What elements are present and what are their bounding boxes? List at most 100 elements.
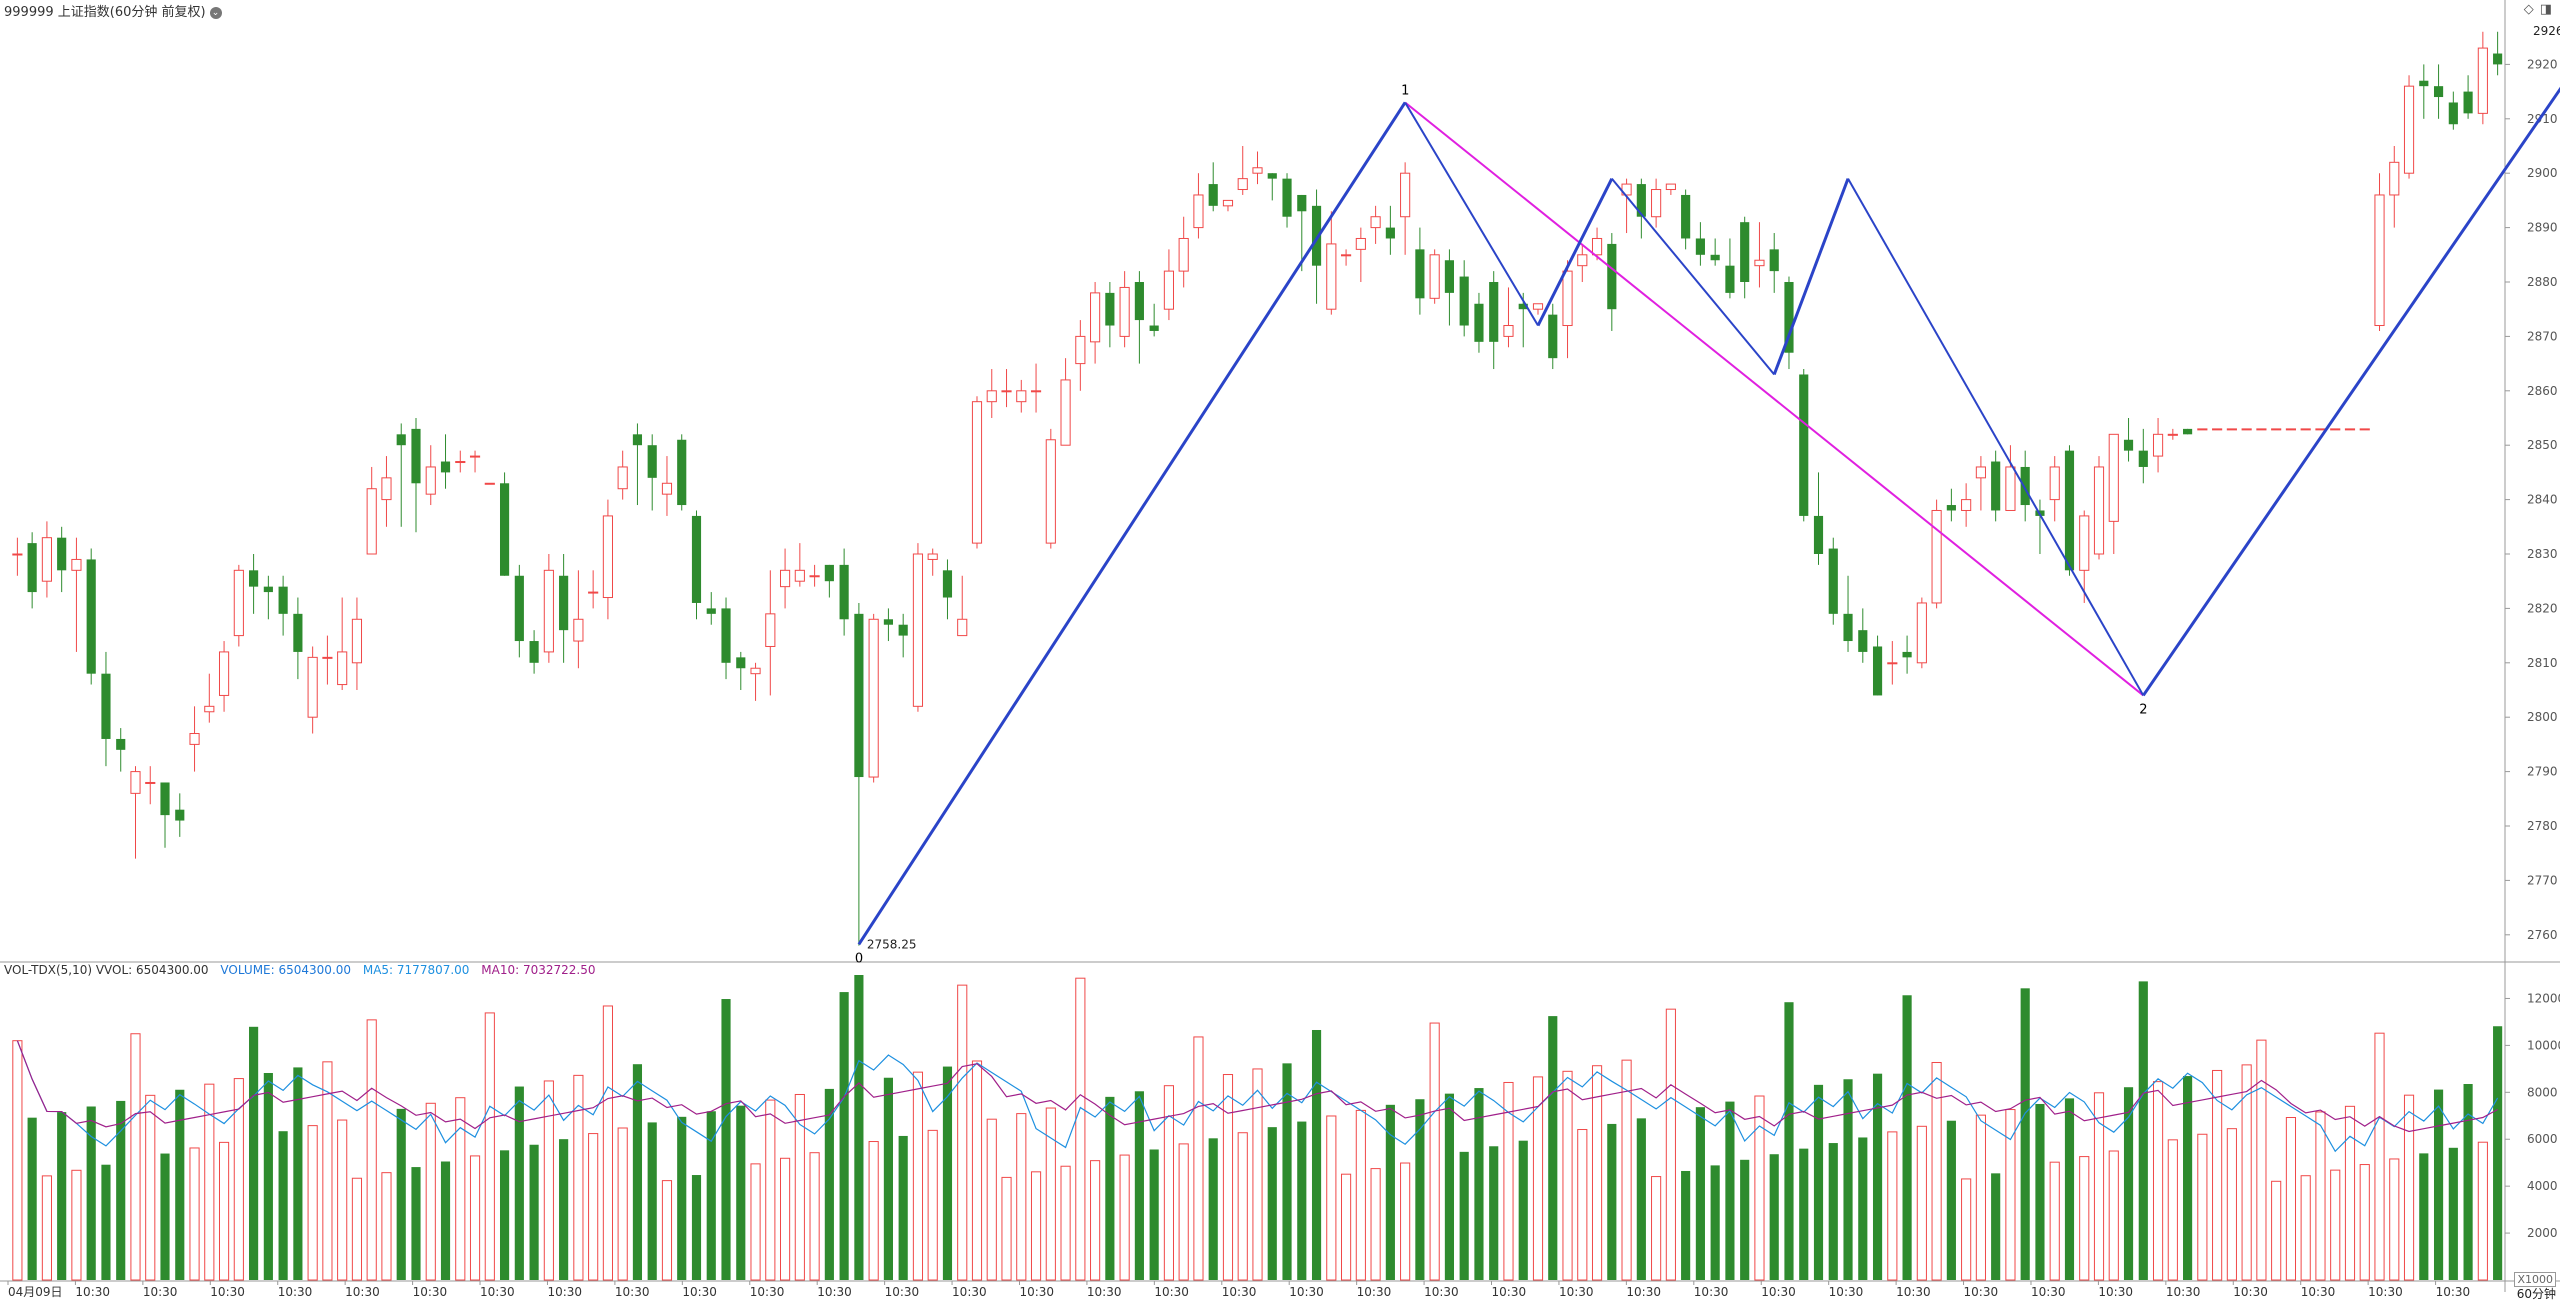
- candle-body: [1222, 199, 1234, 207]
- candle-body: [2152, 433, 2164, 457]
- price-tick-label: 2920: [2527, 57, 2558, 71]
- candle: [2167, 428, 2178, 440]
- price-tick-label: 2860: [2527, 384, 2558, 398]
- price-tick-label: 2880: [2527, 275, 2558, 289]
- candle: [1931, 499, 1942, 609]
- candle-body: [2271, 428, 2282, 431]
- candle: [425, 445, 436, 506]
- volume-bar: [145, 1094, 156, 1281]
- volume-bar: [2064, 1098, 2075, 1280]
- candle: [1060, 358, 1071, 446]
- volume-indicator-header: VOL-TDX(5,10) VVOL: 6504300.00 VOLUME: 6…: [4, 963, 604, 977]
- candle-body: [2138, 450, 2148, 467]
- candle: [86, 548, 96, 685]
- diamond-icon[interactable]: ◇: [2523, 2, 2534, 17]
- volume-bar: [1090, 1160, 1101, 1281]
- candle-body: [1001, 390, 1012, 393]
- candle: [2315, 428, 2326, 431]
- candle: [573, 570, 584, 669]
- candle-body: [2419, 80, 2429, 87]
- volume-bar: [440, 1161, 451, 1280]
- volume-bar: [189, 1147, 200, 1281]
- candle-body: [1090, 292, 1101, 343]
- candle: [57, 526, 67, 593]
- volume-bar: [588, 1133, 599, 1281]
- candle-body: [1370, 216, 1381, 229]
- volume-bar: [809, 1152, 820, 1281]
- volume-bar: [175, 1089, 185, 1280]
- panel-toggle-icon[interactable]: ◨: [2539, 2, 2552, 17]
- candle: [1961, 483, 1972, 527]
- volume-bar: [1178, 1143, 1189, 1281]
- volume-bar: [794, 1093, 805, 1281]
- candle-body: [839, 564, 849, 620]
- candle-body: [1178, 237, 1189, 272]
- volume-bar: [469, 1155, 481, 1281]
- volume-bar: [2403, 1094, 2415, 1281]
- candle-body: [411, 428, 421, 484]
- candle: [484, 482, 495, 485]
- candle-body: [1784, 282, 1794, 353]
- candle-body: [1045, 439, 1056, 544]
- volume-bar: [573, 1074, 584, 1281]
- candle-body: [1843, 613, 1853, 642]
- candle: [1016, 379, 1027, 413]
- volume-bar: [883, 1077, 893, 1280]
- volume-bar: [1769, 1154, 1779, 1280]
- volume-bar: [602, 1005, 613, 1281]
- candle: [2241, 428, 2252, 431]
- candle-body: [130, 771, 141, 794]
- volume-bar: [1754, 1095, 1765, 1281]
- candle-body: [2330, 428, 2341, 431]
- candle-body: [1415, 249, 1425, 299]
- volume-bar: [1577, 1129, 1588, 1281]
- volume-bar: [2183, 1076, 2193, 1280]
- candle: [1532, 303, 1544, 315]
- chart-title: 999999 上证指数(60分钟 前复权) ⌄: [4, 1, 222, 20]
- candle: [559, 554, 569, 663]
- volume-bar: [2477, 1141, 2488, 1281]
- candle-body: [2093, 466, 2105, 555]
- candle-body: [1975, 466, 1986, 479]
- candle: [1858, 608, 1868, 663]
- candle-body: [632, 434, 643, 446]
- volume-bar: [1548, 1016, 1558, 1280]
- candle-body: [927, 553, 938, 560]
- chevron-circle-icon[interactable]: ⌄: [209, 6, 222, 19]
- volume-bar: [322, 1061, 333, 1281]
- candle: [543, 554, 554, 663]
- candle: [1355, 227, 1366, 282]
- wave-point-value: 2758.25: [867, 937, 917, 951]
- volume-bar: [1681, 1170, 1691, 1280]
- candle: [750, 662, 761, 701]
- candle: [1222, 199, 1234, 212]
- candle-body: [1163, 270, 1174, 310]
- candle-body: [1518, 303, 1528, 310]
- volume-bar: [898, 1135, 908, 1280]
- candle-body: [2226, 428, 2237, 431]
- candle-body: [1991, 461, 2001, 511]
- candle: [1237, 146, 1248, 195]
- candle: [1562, 260, 1573, 359]
- candle-body: [2374, 194, 2385, 327]
- candle: [263, 575, 273, 620]
- candle-body: [912, 553, 924, 707]
- volume-bar: [632, 1064, 643, 1280]
- volume-bar: [514, 1086, 524, 1280]
- candle: [2108, 433, 2119, 554]
- volume-bar: [1975, 1114, 1986, 1281]
- volume-bar: [1030, 1171, 1042, 1281]
- candle-body: [514, 575, 524, 642]
- volume-bar: [677, 1116, 687, 1280]
- volume-bar: [160, 1153, 170, 1280]
- candle: [1503, 287, 1514, 348]
- candle: [2079, 510, 2090, 603]
- x-tick-label: 10:30: [413, 1285, 448, 1299]
- candle-body: [278, 586, 288, 614]
- x-tick-label: 10:30: [1694, 1285, 1729, 1299]
- candle-body: [1474, 303, 1484, 342]
- ma5-value: MA5: 7177807.00: [362, 963, 470, 977]
- candle-body: [883, 619, 893, 625]
- volume-bar: [854, 975, 864, 1280]
- candle: [2093, 456, 2105, 560]
